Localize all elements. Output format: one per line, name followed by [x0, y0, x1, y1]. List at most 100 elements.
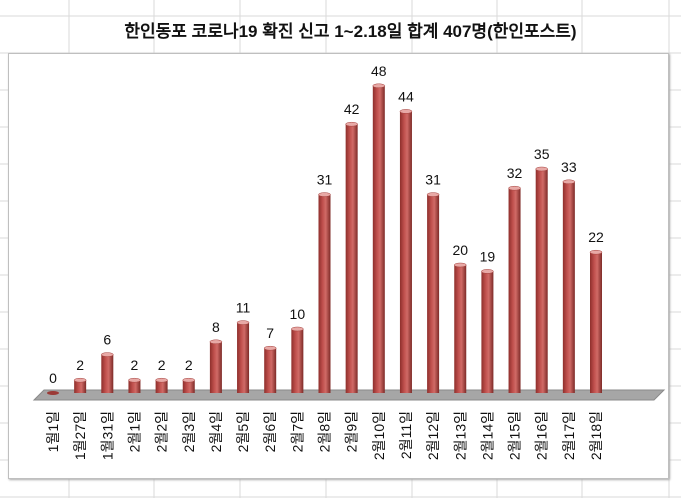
- x-tick-label: 1월1일: [45, 411, 61, 452]
- bar-body: [101, 354, 114, 393]
- bar-top: [426, 192, 440, 197]
- x-tick-label: 2월17일: [561, 411, 577, 460]
- bar-body: [345, 124, 358, 393]
- bar: [535, 166, 548, 393]
- bar-body: [182, 380, 195, 393]
- bar: [209, 339, 223, 393]
- bar-body: [454, 265, 467, 393]
- data-label: 33: [561, 159, 577, 175]
- bar-top: [345, 121, 358, 127]
- x-tick-label: 1월27일: [72, 411, 88, 460]
- bar-top: [128, 377, 141, 383]
- bar-top: [291, 326, 304, 332]
- data-label: 6: [103, 332, 111, 348]
- data-label: 0: [49, 370, 57, 386]
- x-tick-label: 2월13일: [452, 411, 468, 460]
- data-label: 32: [507, 165, 523, 181]
- bar: [263, 345, 277, 393]
- bar-body: [128, 380, 141, 393]
- bar-body: [237, 322, 250, 393]
- bar-body: [399, 111, 412, 394]
- data-label: 35: [534, 146, 550, 162]
- bar-top: [263, 345, 277, 351]
- x-tick-label: 2월3일: [181, 411, 197, 452]
- bar-top: [562, 179, 576, 185]
- data-label: 19: [480, 248, 496, 264]
- x-tick-label: 1월31일: [99, 411, 115, 460]
- x-tick-label: 2월15일: [507, 411, 523, 460]
- data-label: 2: [158, 357, 166, 373]
- x-tick-label: 2월4일: [208, 411, 224, 452]
- chart-area: 0 1월1일 2 1월27일 6 1월31일 2 2월1일 2 2월2일 2 2월3일 8 2월4일 11 2…: [8, 53, 669, 479]
- bar-body: [291, 329, 304, 393]
- bar-body: [427, 194, 440, 393]
- bar-body: [209, 341, 222, 393]
- bar: [372, 83, 386, 394]
- bar: [47, 391, 59, 395]
- x-tick-label: 2월12일: [425, 411, 441, 460]
- x-tick-label: 2월10일: [371, 411, 387, 460]
- bar-body: [562, 181, 575, 393]
- bar-top: [236, 320, 250, 325]
- x-tick-label: 2월2일: [154, 411, 170, 452]
- data-label: 42: [344, 101, 360, 117]
- bar-body: [372, 85, 385, 394]
- x-tick-label: 2월18일: [588, 411, 604, 460]
- bar-top: [372, 83, 386, 89]
- bar-body: [535, 169, 548, 393]
- chart-title: 한인동포 코로나19 확진 신고 1~2.18일 합계 407명(한인포스트): [124, 22, 577, 41]
- bar: [589, 249, 603, 393]
- bar: [562, 179, 576, 393]
- data-label: 8: [212, 319, 220, 335]
- bar-top: [318, 192, 331, 197]
- data-label: 10: [290, 306, 306, 322]
- bar: [426, 192, 440, 393]
- x-tick-label: 2월7일: [289, 411, 305, 452]
- bar-body: [508, 188, 521, 393]
- bar-body: [264, 348, 277, 393]
- bar-body: [318, 194, 331, 393]
- bar-top: [508, 185, 521, 191]
- bar-top: [399, 109, 413, 114]
- bar: [182, 377, 195, 393]
- bar: [291, 326, 304, 393]
- bar-top: [73, 377, 87, 383]
- x-tick-label: 2월16일: [534, 411, 550, 460]
- bar-top: [101, 352, 114, 357]
- bar: [73, 377, 87, 393]
- data-label: 2: [76, 357, 84, 373]
- bar-top: [535, 166, 548, 172]
- data-label: 2: [131, 357, 139, 373]
- bar-body: [590, 252, 602, 393]
- bar-body: [481, 271, 494, 393]
- data-label: 48: [371, 63, 387, 79]
- x-tick-label: 2월6일: [262, 411, 278, 452]
- data-label: 7: [266, 325, 274, 341]
- bar-body: [155, 380, 168, 393]
- data-label: 11: [236, 300, 251, 316]
- x-tick-label: 2월8일: [317, 411, 333, 452]
- bar-top: [209, 339, 223, 345]
- data-label: 2: [185, 357, 193, 373]
- bar: [155, 377, 168, 393]
- bar: [454, 262, 467, 393]
- x-tick-label: 2월5일: [235, 411, 251, 452]
- x-tick-label: 2월14일: [479, 411, 495, 460]
- x-tick-label: 2월9일: [344, 411, 360, 452]
- bar: [101, 352, 114, 393]
- bar-body: [74, 380, 87, 393]
- bar: [345, 121, 358, 393]
- bar: [236, 320, 250, 393]
- bar: [481, 269, 494, 393]
- data-label: 31: [317, 172, 333, 188]
- data-label: 20: [452, 242, 468, 258]
- x-tick-label: 2월11일: [398, 411, 414, 459]
- bar-top: [481, 269, 494, 274]
- bar: [318, 192, 331, 393]
- x-tick-label: 2월1일: [126, 411, 142, 452]
- bar-top: [182, 377, 195, 383]
- bar-top: [454, 262, 467, 268]
- data-label: 31: [425, 172, 441, 188]
- data-label: 22: [588, 229, 604, 245]
- bar-top: [155, 377, 168, 383]
